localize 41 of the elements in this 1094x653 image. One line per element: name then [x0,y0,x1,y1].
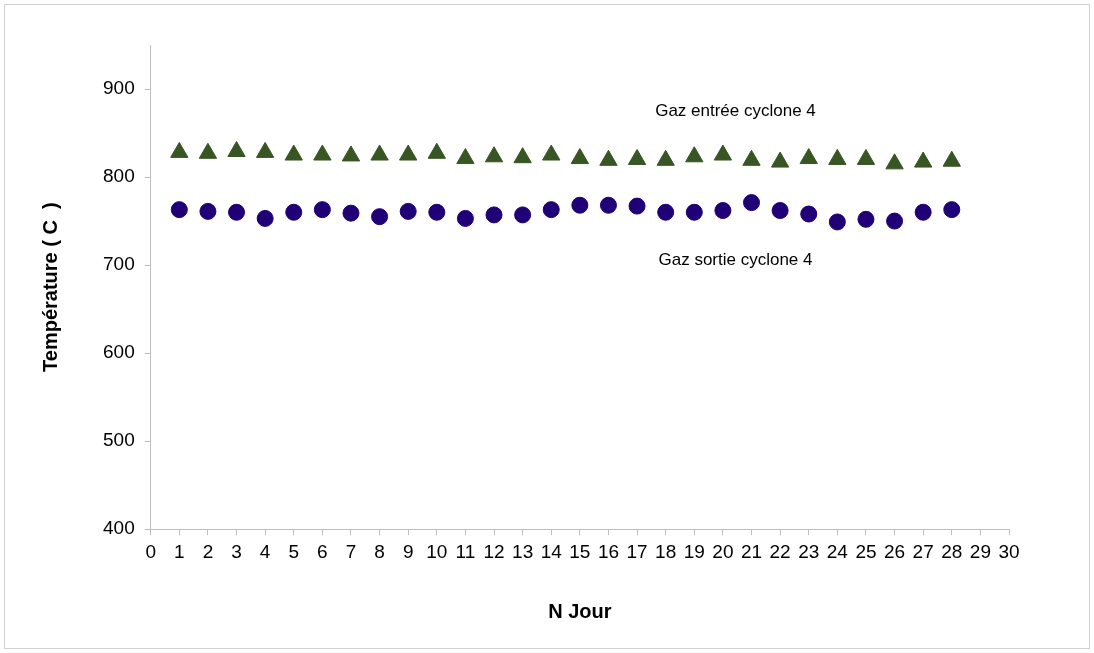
x-tick-label: 22 [769,540,791,562]
y-tick-label: 700 [103,253,135,275]
x-tick-label: 16 [597,540,620,562]
x-tick-label: 11 [455,540,476,562]
x-tick-label: 23 [798,540,820,562]
x-tick-label: 14 [540,540,563,562]
x-tick-label: 15 [569,540,591,562]
x-tick-label: 2 [202,540,214,562]
x-tick-label: 27 [912,540,934,562]
x-tick-label: 13 [512,540,534,562]
x-tick-label: 28 [941,540,963,562]
x-tick-label: 3 [231,540,242,562]
x-tick-label: 4 [259,540,271,562]
series-label: Gaz entrée cyclone 4 [655,101,816,121]
y-tick-label: 800 [103,165,135,187]
x-tick-label: 18 [655,540,677,562]
x-tick-label: 10 [426,540,448,562]
y-tick-label: 400 [103,517,135,539]
x-tick-label: 9 [402,540,414,562]
x-tick-label: 25 [855,540,877,562]
x-tick-label: 24 [826,540,849,562]
x-tick-label: 6 [317,540,328,562]
y-tick-label: 900 [103,77,135,99]
x-tick-label: 29 [969,540,991,562]
x-tick-label: 19 [683,540,705,562]
x-tick-label: 20 [712,540,734,562]
x-tick-label: 21 [740,540,763,562]
y-tick-label: 600 [103,341,135,363]
x-tick-label: 12 [483,540,505,562]
series-label: Gaz sortie cyclone 4 [658,249,813,269]
x-tick-label: 1 [174,540,185,562]
x-tick-label: 26 [883,540,906,562]
x-tick-label: 30 [998,540,1020,562]
y-axis-title: Température ( C ) [38,202,61,372]
x-tick-label: 17 [626,540,648,562]
y-tick-label: 500 [103,429,135,451]
x-tick-label: 8 [374,540,385,562]
x-tick-label: 5 [288,540,300,562]
x-axis-title: N Jour [548,599,612,622]
x-tick-label: 0 [145,540,156,562]
x-tick-label: 7 [345,540,357,562]
